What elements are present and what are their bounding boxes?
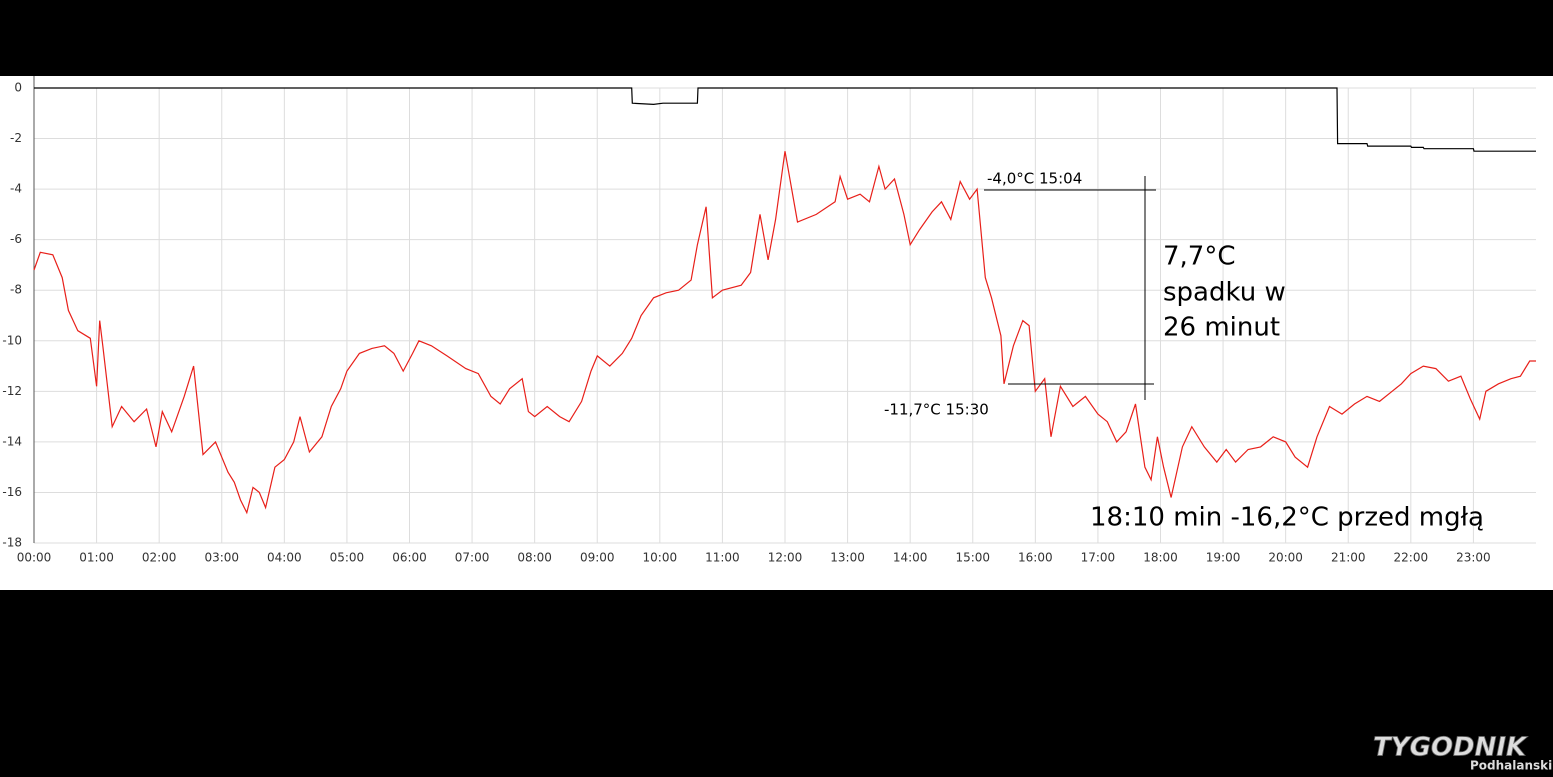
x-tick-label: 14:00 xyxy=(893,551,928,565)
x-tick-label: 10:00 xyxy=(643,551,678,565)
y-tick-label: -2 xyxy=(10,131,22,145)
y-tick-label: -18 xyxy=(2,536,22,550)
x-tick-label: 09:00 xyxy=(580,551,615,565)
x-tick-label: 11:00 xyxy=(705,551,740,565)
y-tick-label: -14 xyxy=(2,434,22,448)
annotation: -4,0°C 15:04 xyxy=(987,170,1082,188)
annotation: 18:10 min -16,2°C przed mgłą xyxy=(1090,503,1484,533)
annotation: -11,7°C 15:30 xyxy=(884,401,989,419)
watermark: Podhalanski xyxy=(1470,759,1552,773)
y-tick-label: -8 xyxy=(10,283,22,297)
y-tick-label: -12 xyxy=(2,384,22,398)
x-tick-label: 20:00 xyxy=(1268,551,1303,565)
line-series xyxy=(34,87,1536,152)
y-tick-label: 0 xyxy=(14,81,22,95)
x-tick-label: 00:00 xyxy=(17,551,52,565)
x-tick-label: 01:00 xyxy=(79,551,114,565)
x-tick-label: 13:00 xyxy=(830,551,865,565)
x-tick-label: 23:00 xyxy=(1456,551,1491,565)
x-tick-label: 08:00 xyxy=(517,551,552,565)
chart-panel xyxy=(0,76,1553,590)
annotation: 26 minut xyxy=(1163,313,1280,343)
x-tick-label: 02:00 xyxy=(142,551,177,565)
y-tick-label: -10 xyxy=(2,333,22,347)
annotation: 7,7°C xyxy=(1163,242,1236,272)
x-tick-label: 12:00 xyxy=(768,551,803,565)
x-tick-label: 06:00 xyxy=(392,551,427,565)
y-tick-label: -16 xyxy=(2,485,22,499)
x-tick-label: 22:00 xyxy=(1394,551,1429,565)
x-tick-label: 07:00 xyxy=(455,551,490,565)
x-tick-label: 05:00 xyxy=(330,551,365,565)
y-tick-label: -4 xyxy=(10,182,22,196)
annotation: spadku w xyxy=(1163,278,1286,308)
x-tick-label: 19:00 xyxy=(1206,551,1241,565)
x-tick-label: 15:00 xyxy=(955,551,990,565)
line-series xyxy=(33,151,1536,515)
y-tick-label: -6 xyxy=(10,232,22,246)
watermark: TYGODNIK xyxy=(1373,733,1528,763)
x-tick-label: 03:00 xyxy=(204,551,239,565)
x-tick-label: 17:00 xyxy=(1081,551,1116,565)
x-tick-label: 21:00 xyxy=(1331,551,1366,565)
x-tick-label: 18:00 xyxy=(1143,551,1178,565)
x-tick-label: 04:00 xyxy=(267,551,302,565)
x-tick-label: 16:00 xyxy=(1018,551,1053,565)
